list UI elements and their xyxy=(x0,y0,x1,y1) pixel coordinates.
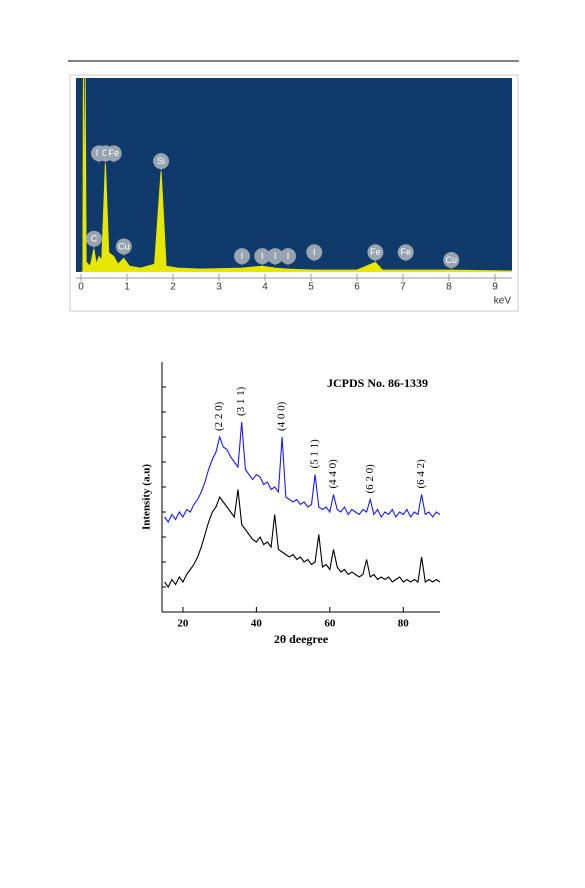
peak-label-badge xyxy=(306,244,323,261)
xrd-line xyxy=(164,489,441,589)
peak-label: C xyxy=(91,234,98,244)
x-tick-label: 80 xyxy=(398,618,410,630)
peak-label: Cu xyxy=(446,255,458,265)
spectrum xyxy=(81,78,512,272)
peak-label: I xyxy=(313,247,316,257)
x-tick-label: 60 xyxy=(324,618,336,630)
x-axis-label: keV xyxy=(494,296,512,307)
peak-label-badge xyxy=(115,238,132,255)
x-tick-label: 0 xyxy=(78,282,84,293)
peak-label-badge xyxy=(234,248,251,265)
plot-background xyxy=(76,78,512,272)
spectrum-area xyxy=(81,78,512,272)
peak-label-badge xyxy=(267,248,284,265)
peak-label-badge xyxy=(367,244,384,261)
peak-label-badge xyxy=(85,230,102,247)
peak-label: Fe xyxy=(401,247,412,257)
peak-label-badge xyxy=(105,145,122,162)
peak-label: (4 4 0) xyxy=(327,459,339,489)
x-tick-label: 1 xyxy=(124,282,130,293)
peak-label: Cu xyxy=(118,241,130,251)
peak-label: I xyxy=(287,251,290,261)
peak-label-badge xyxy=(254,248,271,265)
peak-label: I xyxy=(261,251,264,261)
x-tick-label: 40 xyxy=(251,618,263,630)
xrd-line xyxy=(164,421,441,524)
peak-label: (2 2 0) xyxy=(213,401,225,431)
x-tick-label: 7 xyxy=(400,282,406,293)
peak-label: Si xyxy=(157,156,165,166)
y-axis-label: Intensity (a.u) xyxy=(141,464,153,530)
peak-label: (3 1 1) xyxy=(235,386,247,416)
x-tick-label: 4 xyxy=(262,282,268,293)
peak-label: (6 2 0) xyxy=(364,464,376,494)
peak-label: I xyxy=(274,251,277,261)
peak-label: (6 4 2) xyxy=(415,459,427,489)
x-tick-label: 9 xyxy=(492,282,498,293)
peak-label-badge xyxy=(443,252,460,268)
x-tick-label: 6 xyxy=(354,282,360,293)
peak-label: I xyxy=(241,251,244,261)
x-tick-label: 3 xyxy=(216,282,222,293)
x-tick-label: 2 xyxy=(170,282,176,293)
x-tick-label: 5 xyxy=(308,282,314,293)
peak-label: Fe xyxy=(370,247,381,257)
peak-label: O xyxy=(102,148,109,158)
peak-label: (4 0 0) xyxy=(276,401,288,431)
x-tick-label: 8 xyxy=(446,282,452,293)
x-axis-label: 2θ deegree xyxy=(274,632,329,646)
peak-label-badge xyxy=(153,153,170,170)
peak-label-badge xyxy=(280,248,297,265)
peak-label: Fe xyxy=(108,148,119,158)
peak-label-badge xyxy=(397,244,414,261)
peak-label: (5 1 1) xyxy=(309,439,321,469)
x-tick-label: 20 xyxy=(177,618,189,630)
annotation: JCPDS No. 86-1339 xyxy=(327,376,428,390)
